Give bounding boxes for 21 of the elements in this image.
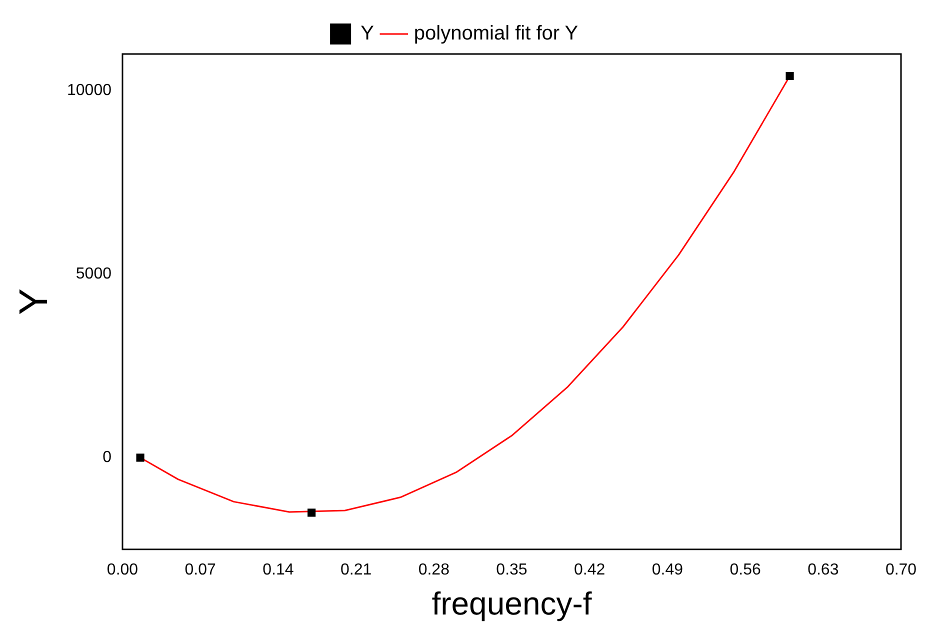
y-tick-label: 10000 <box>66 82 112 100</box>
x-tick-label: 0.63 <box>808 561 839 578</box>
x-tick-label: 0.42 <box>574 561 606 578</box>
x-axis-title: frequency-f <box>432 586 592 622</box>
y-axis-title: Y <box>12 288 56 316</box>
x-tick-label: 0.35 <box>496 561 528 578</box>
x-tick-label: 0.56 <box>730 561 761 578</box>
x-tick-label: 0.00 <box>106 561 138 578</box>
legend-label: Y <box>360 22 374 45</box>
y-tick-label: 0 <box>102 449 112 466</box>
x-tick-label: 0.07 <box>184 561 216 578</box>
x-tick-label: 0.49 <box>652 561 684 578</box>
point <box>786 72 794 80</box>
x-tick-label: 0.21 <box>340 561 372 578</box>
legend-label: polynomial fit for Y <box>414 22 578 45</box>
x-tick-label: 0.28 <box>418 561 450 578</box>
x-tick-label: 0.14 <box>262 561 294 578</box>
x-tick-label: 0.70 <box>885 561 917 578</box>
point <box>136 454 144 462</box>
point <box>308 508 316 517</box>
y-tick-label: 5000 <box>76 266 112 283</box>
